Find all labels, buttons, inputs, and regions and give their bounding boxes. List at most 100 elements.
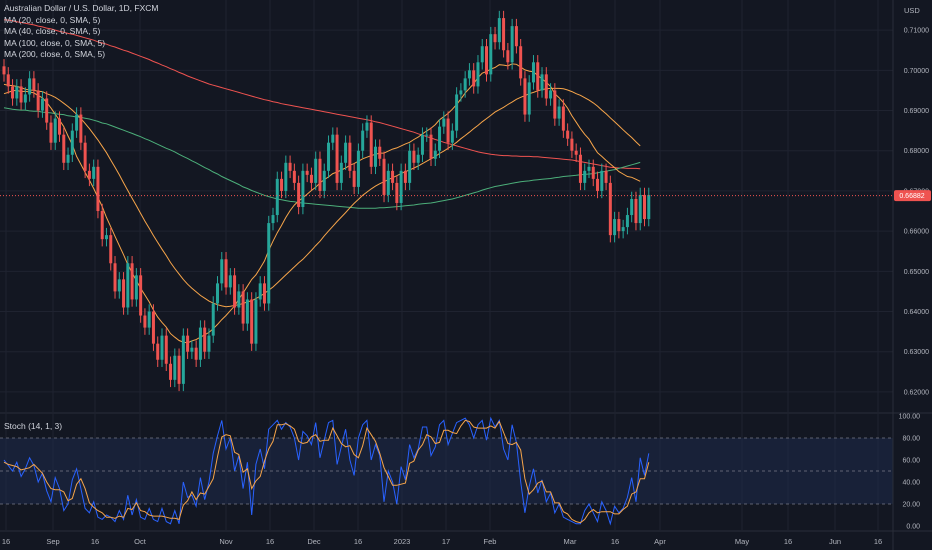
current-price-tag-bg [894, 190, 931, 202]
candle [156, 343, 160, 360]
candle [587, 166, 591, 171]
candle [228, 275, 232, 288]
candle [271, 215, 275, 224]
candle [198, 327, 202, 360]
candle [309, 174, 313, 183]
candle [292, 170, 296, 183]
candle [519, 46, 523, 79]
candle [493, 34, 497, 43]
ma100-line [3, 107, 641, 209]
current-price-label: 0.66882 [899, 193, 924, 200]
candle [373, 146, 377, 167]
candle [591, 166, 595, 179]
ma40-line [3, 83, 641, 308]
time-tick-label: 17 [442, 537, 450, 546]
candle [130, 263, 134, 300]
candle [348, 142, 352, 171]
ma200-label[interactable]: MA (200, close, 0, SMA, 5) [4, 49, 106, 59]
candle [66, 154, 70, 163]
candle [446, 118, 450, 143]
candle [416, 154, 420, 163]
time-tick-label: May [735, 537, 749, 546]
candle [574, 150, 578, 155]
candle [83, 142, 87, 171]
candle [122, 279, 126, 308]
ma40-label[interactable]: MA (40, close, 0, SMA, 5) [4, 26, 101, 36]
candle [139, 275, 143, 316]
candle [386, 170, 390, 195]
candle [190, 347, 194, 352]
chart-legend: Australian Dollar / U.S. Dollar, 1D, FXC… [4, 3, 158, 61]
stoch-tick-label: 40.00 [902, 480, 920, 487]
time-tick-label: Feb [484, 537, 497, 546]
candle [578, 154, 582, 183]
candle [335, 134, 339, 183]
candle [467, 70, 471, 79]
candle [420, 134, 424, 155]
candle [40, 98, 44, 111]
candle [531, 62, 535, 83]
candle [79, 114, 83, 143]
candle [613, 219, 617, 236]
candle [92, 166, 96, 179]
candle [617, 219, 621, 232]
candle [356, 150, 360, 187]
candle [549, 90, 553, 99]
symbol-title[interactable]: Australian Dollar / U.S. Dollar, 1D, FXC… [4, 3, 159, 13]
candle [143, 315, 147, 328]
candle [147, 311, 151, 328]
candle [553, 90, 557, 119]
candle [608, 182, 612, 236]
candle [450, 130, 454, 143]
candle [288, 162, 292, 171]
ma100-label[interactable]: MA (100, close, 0, SMA, 5) [4, 37, 106, 48]
candle [566, 130, 570, 139]
stoch-legend[interactable]: Stoch (14, 1, 3) [4, 421, 63, 431]
candle [134, 275, 138, 300]
price-axis: 0.710000.700000.690000.680000.670000.660… [904, 28, 929, 397]
time-tick-label: 16 [874, 537, 882, 546]
candle [314, 158, 318, 183]
candle [275, 178, 279, 216]
candle [96, 166, 100, 212]
price-tick-label: 0.70000 [904, 68, 929, 75]
candle [301, 170, 305, 208]
candle [497, 18, 501, 43]
time-tick-label: 16 [91, 537, 99, 546]
candle [49, 122, 53, 143]
candle [395, 182, 399, 203]
candle [463, 78, 467, 91]
candle [600, 170, 604, 191]
candle [117, 279, 121, 292]
time-tick-label: 16 [611, 537, 619, 546]
candle [647, 194, 651, 220]
candle [151, 311, 155, 344]
candle [643, 194, 646, 220]
candle [399, 170, 403, 203]
candle [331, 134, 335, 143]
candle [455, 94, 459, 131]
candle [365, 122, 369, 131]
candle [442, 118, 446, 127]
candle [403, 170, 407, 183]
candle [164, 335, 168, 364]
candle [489, 34, 493, 75]
candle [100, 211, 104, 240]
time-axis: 16 Sep 16 Oct Nov 16 Dec 16 2023 17 Feb Mar 16 Apr May… [2, 537, 882, 546]
candle [181, 335, 185, 384]
stoch-lines [3, 416, 650, 526]
candle [258, 283, 262, 300]
candle [557, 106, 561, 119]
candle [352, 170, 356, 187]
candle [540, 74, 544, 91]
candle [344, 142, 348, 163]
candle [23, 94, 27, 103]
price-tick-label: 0.66000 [904, 229, 929, 236]
ma20-label[interactable]: MA (20, close, 0, SMA, 5) [4, 14, 101, 25]
price-tick-label: 0.62000 [904, 389, 929, 396]
time-tick-label: Oct [134, 537, 147, 546]
stoch-tick-label: 60.00 [902, 458, 920, 465]
candle [224, 259, 228, 288]
candle [425, 134, 429, 136]
